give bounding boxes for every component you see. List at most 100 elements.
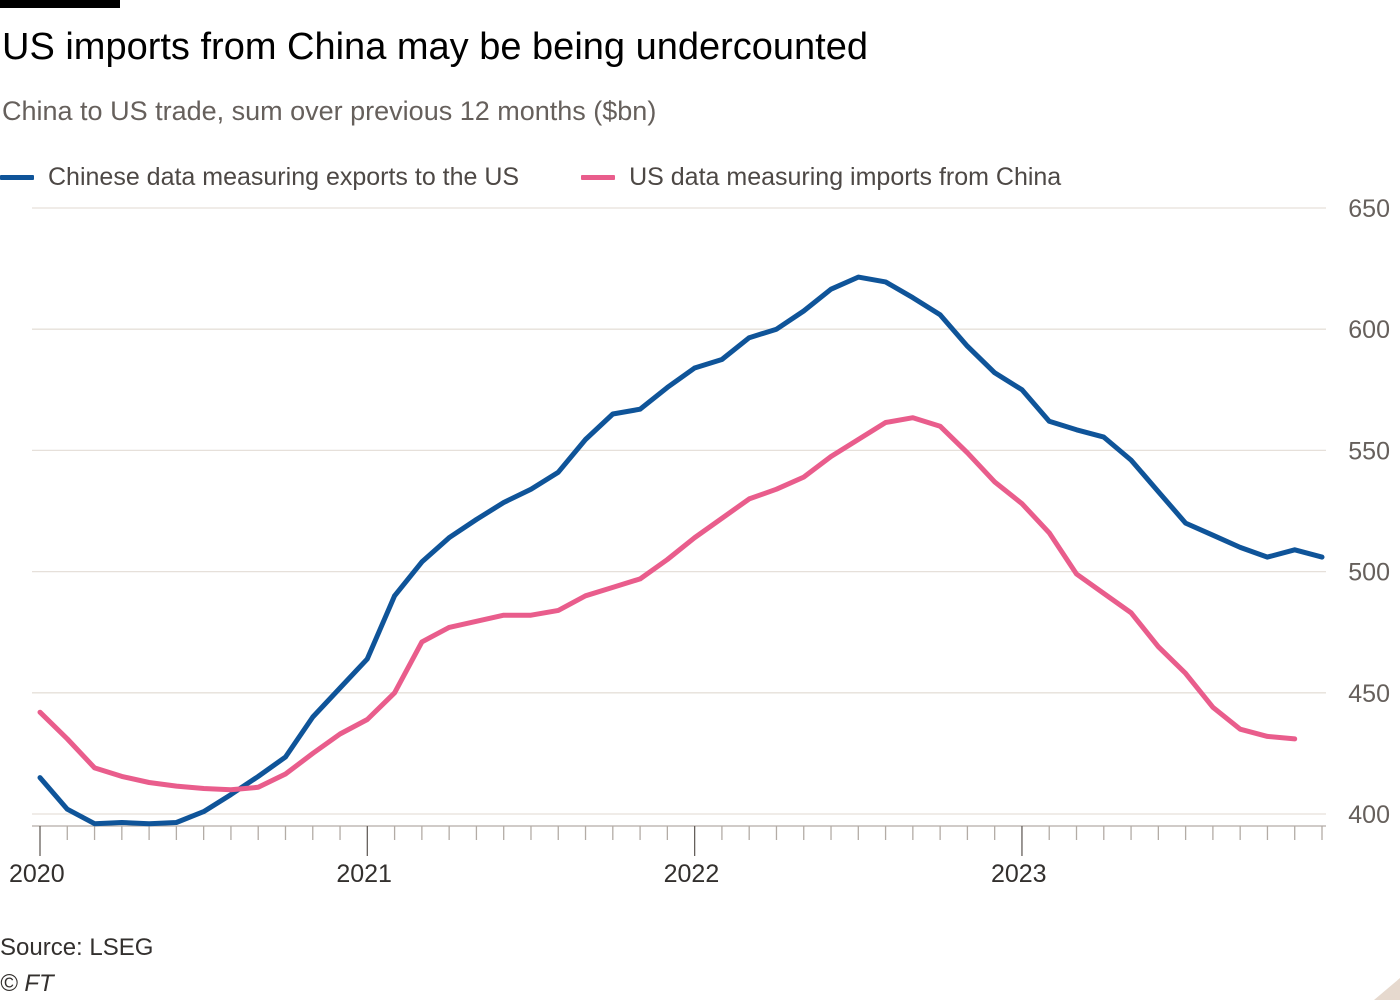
data-point-chinese-exports xyxy=(637,406,643,412)
data-point-chinese-exports xyxy=(610,411,616,417)
data-point-chinese-exports xyxy=(228,792,234,797)
data-point-us-imports xyxy=(1265,734,1270,739)
y-tick-label-450: 450 xyxy=(1348,680,1390,708)
data-point-us-imports xyxy=(1101,591,1106,596)
legend-item-us-imports: US data measuring imports from China xyxy=(581,163,1061,192)
copyright-credit: © FT xyxy=(0,970,54,997)
x-tick-label-2021: 2021 xyxy=(336,860,392,888)
data-point-chinese-exports xyxy=(446,535,452,540)
x-tick-label-2023: 2023 xyxy=(991,860,1047,888)
y-tick-label-600: 600 xyxy=(1348,316,1390,344)
legend-item-chinese-exports: Chinese data measuring exports to the US xyxy=(0,163,519,192)
legend-swatch-us-imports xyxy=(581,174,616,180)
data-point-us-imports xyxy=(992,479,997,485)
data-point-chinese-exports xyxy=(828,287,834,292)
data-point-chinese-exports xyxy=(1237,545,1243,550)
data-point-chinese-exports xyxy=(992,370,997,376)
chart-subtitle: China to US trade, sum over previous 12 … xyxy=(2,96,657,126)
data-point-us-imports xyxy=(1183,671,1188,676)
data-point-chinese-exports xyxy=(965,343,970,349)
data-point-chinese-exports xyxy=(528,486,534,492)
data-point-chinese-exports xyxy=(365,656,370,662)
data-point-chinese-exports xyxy=(665,385,670,390)
data-point-us-imports xyxy=(446,625,452,630)
data-point-chinese-exports xyxy=(1101,434,1106,440)
data-point-chinese-exports xyxy=(1292,547,1297,552)
data-point-chinese-exports xyxy=(337,685,343,691)
data-point-us-imports xyxy=(937,423,943,429)
data-point-us-imports xyxy=(256,785,261,790)
data-point-chinese-exports xyxy=(1047,419,1052,424)
data-point-us-imports xyxy=(528,613,534,618)
data-point-us-imports xyxy=(883,420,888,425)
data-point-us-imports xyxy=(583,593,588,599)
data-point-us-imports xyxy=(1128,610,1134,616)
data-point-us-imports xyxy=(965,450,970,456)
data-point-us-imports xyxy=(801,474,806,480)
data-point-us-imports xyxy=(65,736,70,742)
data-point-us-imports xyxy=(828,454,834,459)
data-point-us-imports xyxy=(119,774,125,779)
data-point-us-imports xyxy=(1237,726,1243,732)
legend-label-us-imports: US data measuring imports from China xyxy=(629,162,1062,191)
data-point-us-imports xyxy=(474,619,479,624)
data-point-us-imports xyxy=(201,786,206,791)
x-tick-label-2022: 2022 xyxy=(664,860,720,888)
data-point-us-imports xyxy=(37,709,43,715)
brand-top-bar xyxy=(0,0,120,8)
data-point-chinese-exports xyxy=(1019,387,1025,392)
data-point-chinese-exports xyxy=(146,821,152,826)
data-point-chinese-exports xyxy=(556,470,561,475)
data-point-chinese-exports xyxy=(856,274,861,280)
y-tick-label-550: 550 xyxy=(1348,437,1390,465)
data-point-chinese-exports xyxy=(910,295,916,300)
data-point-us-imports xyxy=(746,496,752,502)
data-point-chinese-exports xyxy=(392,593,397,599)
data-point-chinese-exports xyxy=(201,809,206,814)
data-point-us-imports xyxy=(610,585,616,590)
data-point-us-imports xyxy=(501,613,506,618)
data-point-chinese-exports xyxy=(310,714,315,720)
data-point-chinese-exports xyxy=(474,517,479,522)
data-point-us-imports xyxy=(1210,705,1216,710)
x-tick-label-2020: 2020 xyxy=(9,860,65,888)
data-point-us-imports xyxy=(228,787,234,792)
data-point-us-imports xyxy=(174,783,179,789)
data-point-us-imports xyxy=(337,731,343,737)
corner-fold-icon xyxy=(1374,978,1400,1000)
data-point-us-imports xyxy=(92,765,97,771)
legend-label-chinese-exports: Chinese data measuring exports to the US xyxy=(48,162,520,191)
data-point-chinese-exports xyxy=(65,806,70,812)
data-point-us-imports xyxy=(1074,571,1079,577)
data-point-us-imports xyxy=(1292,736,1297,742)
data-point-us-imports xyxy=(774,486,779,492)
series-line-us-imports xyxy=(37,415,1298,793)
y-tick-label-500: 500 xyxy=(1348,559,1390,587)
y-tick-label-650: 650 xyxy=(1348,195,1390,223)
data-point-us-imports xyxy=(856,437,861,442)
data-point-us-imports xyxy=(1156,644,1161,649)
data-point-us-imports xyxy=(283,771,288,777)
data-point-chinese-exports xyxy=(1074,427,1079,432)
data-point-us-imports xyxy=(146,780,152,785)
data-point-us-imports xyxy=(1019,501,1025,506)
data-point-us-imports xyxy=(719,516,725,521)
data-point-chinese-exports xyxy=(256,774,261,779)
data-point-us-imports xyxy=(365,717,370,722)
data-point-chinese-exports xyxy=(37,775,43,780)
source-note: Source: LSEG xyxy=(0,934,154,961)
data-point-chinese-exports xyxy=(774,327,779,332)
legend-swatch-chinese-exports xyxy=(0,174,34,180)
data-point-chinese-exports xyxy=(1210,533,1216,538)
data-point-us-imports xyxy=(310,751,315,756)
data-point-chinese-exports xyxy=(419,559,425,565)
data-point-chinese-exports xyxy=(1319,554,1325,560)
data-point-chinese-exports xyxy=(883,279,888,285)
data-point-us-imports xyxy=(556,608,561,613)
data-point-chinese-exports xyxy=(501,500,506,505)
chart-title: US imports from China may be being under… xyxy=(2,26,869,68)
data-point-us-imports xyxy=(419,639,425,645)
y-tick-label-400: 400 xyxy=(1348,801,1390,829)
data-point-chinese-exports xyxy=(583,437,588,442)
